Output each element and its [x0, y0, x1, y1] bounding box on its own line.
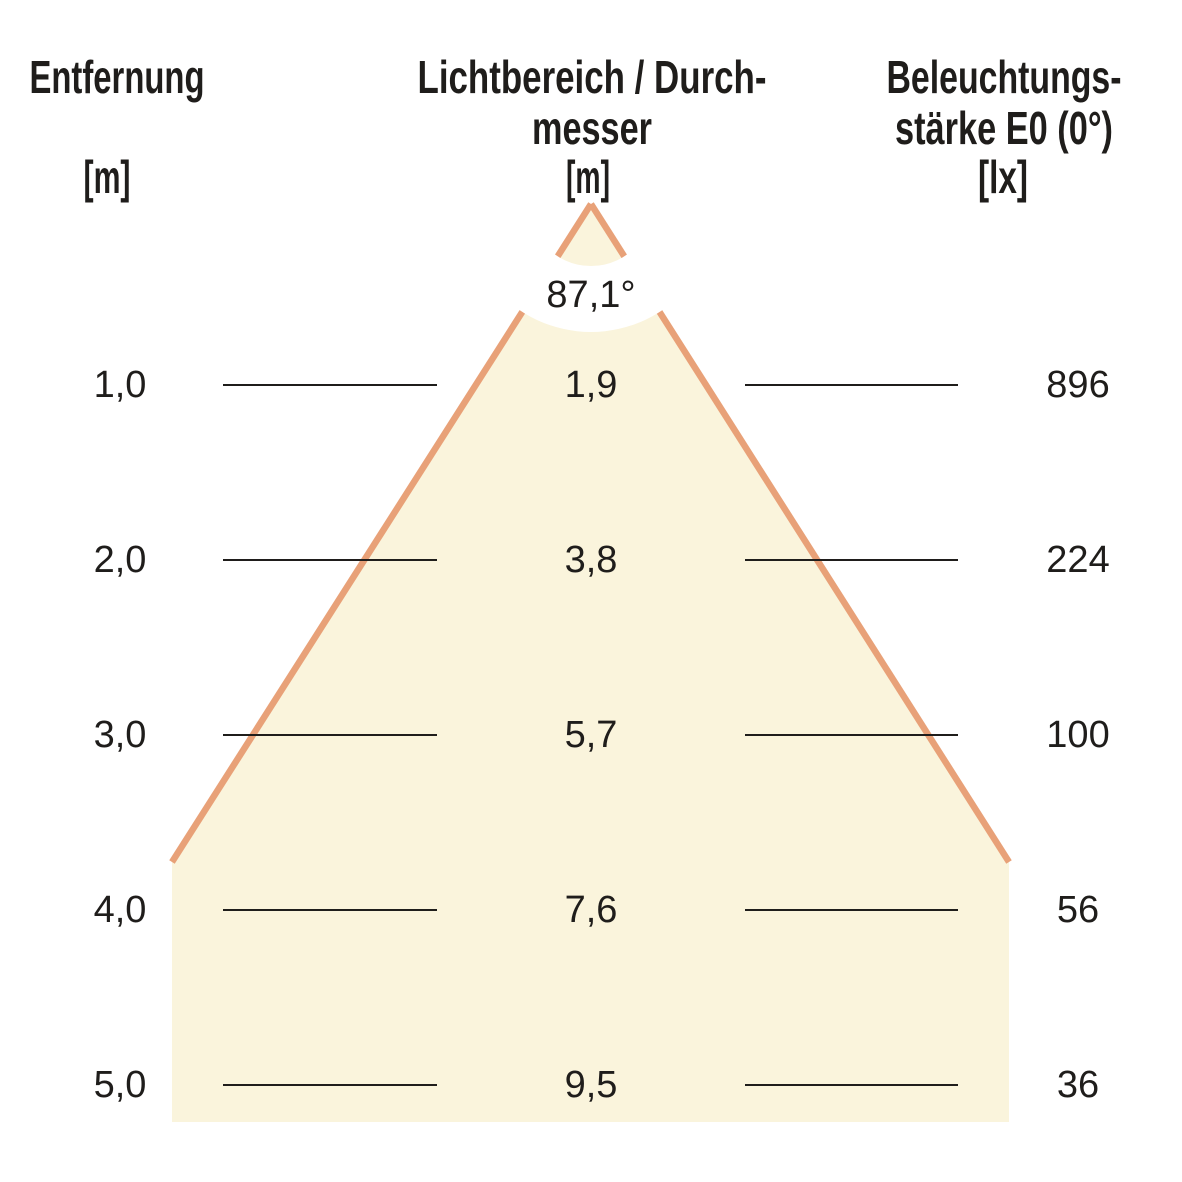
light-cone-fill: [172, 204, 1009, 1122]
column-header-illuminance-line1: Beleuchtungs-: [887, 51, 1122, 103]
column-header-diameter-line2: messer: [532, 102, 652, 154]
table-row: 4,0 7,6 56: [94, 889, 1100, 931]
illuminance-value: 224: [1046, 539, 1109, 581]
distance-value: 2,0: [94, 539, 147, 581]
table-row: 3,0 5,7 100: [94, 714, 1110, 756]
illuminance-value: 36: [1057, 1064, 1099, 1106]
diameter-value: 9,5: [565, 1064, 618, 1106]
distance-value: 5,0: [94, 1064, 147, 1106]
distance-value: 4,0: [94, 889, 147, 931]
illuminance-value: 100: [1046, 714, 1109, 756]
diameter-value: 1,9: [565, 364, 618, 406]
distance-value: 1,0: [94, 364, 147, 406]
light-cone-right-edge: [588, 202, 1012, 864]
beam-angle-band: [493, 243, 689, 332]
illuminance-value: 56: [1057, 889, 1099, 931]
unit-label-diameter: [m]: [566, 151, 610, 203]
diameter-value: 3,8: [565, 539, 618, 581]
unit-label-distance: [m]: [84, 151, 131, 203]
column-header-illuminance-line2: stärke E0 (0°): [895, 102, 1113, 154]
light-cone-left-edge: [169, 202, 594, 864]
beam-angle-label: 87,1°: [546, 274, 635, 316]
unit-label-illuminance: [lx]: [978, 151, 1028, 203]
table-row: 2,0 3,8 224: [94, 539, 1110, 581]
diameter-value: 5,7: [565, 714, 618, 756]
table-row: 1,0 1,9 896: [94, 364, 1110, 406]
illuminance-value: 896: [1046, 364, 1109, 406]
table-row: 5,0 9,5 36: [94, 1064, 1100, 1106]
column-header-distance: Entfernung: [30, 51, 205, 103]
distance-value: 3,0: [94, 714, 147, 756]
diameter-value: 7,6: [565, 889, 618, 931]
column-header-diameter-line1: Lichtbereich / Durch-: [418, 51, 767, 103]
